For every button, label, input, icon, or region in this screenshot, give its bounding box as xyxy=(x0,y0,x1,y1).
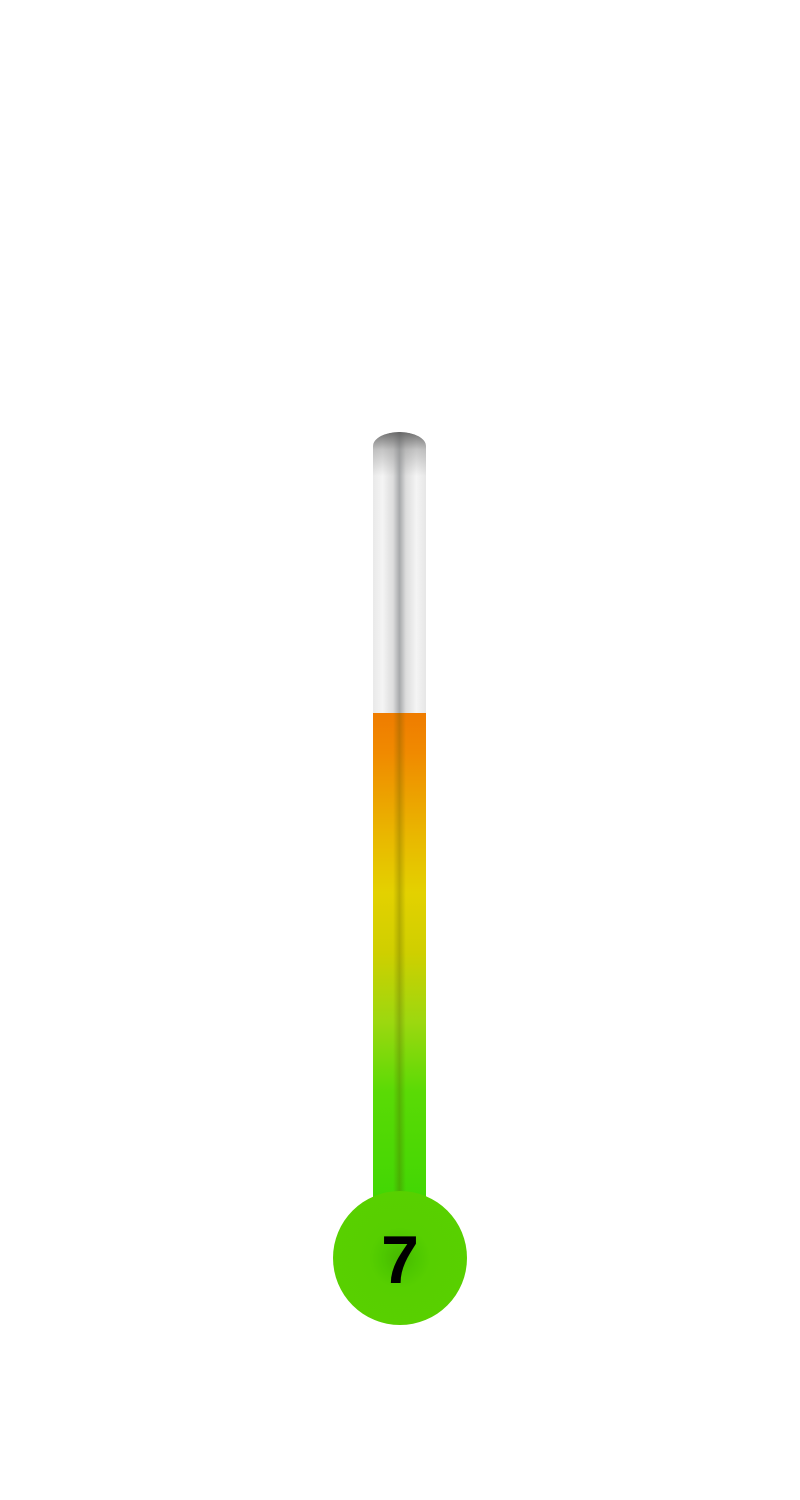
thermometer-bulb: 7 xyxy=(333,1191,467,1325)
thermometer-fill xyxy=(373,712,426,1212)
thermometer-fill-shade xyxy=(373,712,426,1212)
thermometer-cap xyxy=(373,432,426,476)
thermometer-value-label: 7 xyxy=(381,1222,419,1298)
thermometer-tube xyxy=(373,432,426,1212)
